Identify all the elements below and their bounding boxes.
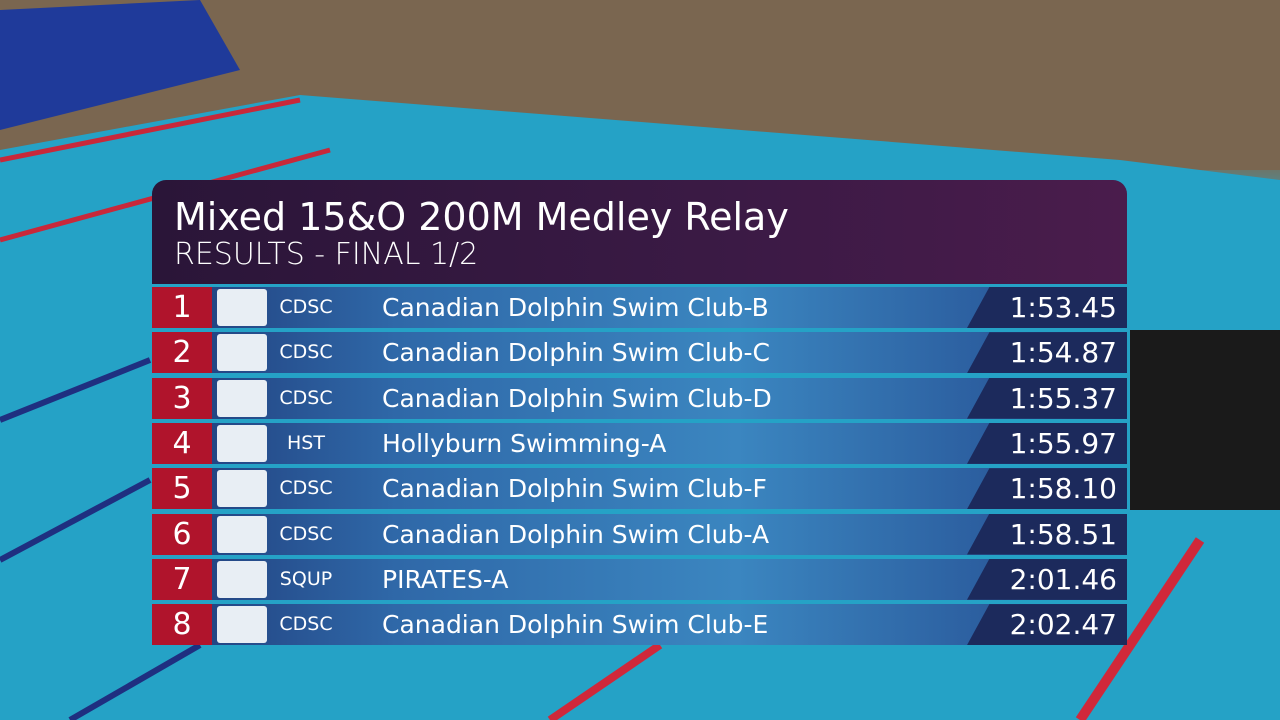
team-name: Hollyburn Swimming-A: [382, 428, 667, 458]
club-logo: [217, 515, 267, 553]
time: 1:53.45: [1009, 291, 1117, 324]
time-cell: [967, 468, 1127, 510]
header: Mixed 15&O 200M Medley Relay RESULTS - F…: [152, 180, 1127, 284]
result-row: 7 SQUP PIRATES-A 2:01.46: [152, 558, 1127, 600]
team-name: Canadian Dolphin Swim Club-D: [382, 383, 772, 413]
club-code: SQUP: [279, 567, 333, 590]
club-code: CDSC: [279, 613, 333, 636]
lane-rope: [547, 641, 663, 720]
club-code: CDSC: [279, 522, 333, 545]
time: 1:58.51: [1009, 517, 1117, 551]
team-name: Canadian Dolphin Swim Club-B: [382, 293, 769, 322]
lane-rope: [0, 357, 152, 423]
time-cell: [967, 604, 1127, 646]
rank: 1: [152, 287, 212, 328]
club-logo: [217, 289, 267, 326]
time: 1:54.87: [1009, 336, 1117, 370]
time-cell: [967, 422, 1127, 464]
lane-rope: [0, 477, 152, 563]
result-row: 3 CDSC Canadian Dolphin Swim Club-D 1:55.37: [152, 377, 1127, 419]
club-code: CDSC: [279, 341, 333, 364]
result-row: 8 CDSC Canadian Dolphin Swim Club-E 2:02.47: [152, 604, 1127, 646]
club-code: HST: [287, 431, 325, 454]
time: 1:55.97: [1009, 426, 1117, 460]
club-logo: [217, 606, 267, 644]
club-logo: [217, 334, 267, 372]
result-row: 2 CDSC Canadian Dolphin Swim Club-C 1:54.87: [152, 332, 1127, 374]
time-cell: [967, 332, 1127, 374]
rank: 2: [152, 332, 212, 374]
time-cell: [967, 513, 1127, 555]
time-cell: [967, 287, 1127, 328]
time: 2:01.46: [1009, 562, 1117, 596]
club-logo: [217, 424, 267, 462]
title: Mixed 15&O 200M Medley Relay: [174, 195, 789, 239]
rank: 3: [152, 377, 212, 419]
bleachers: [0, 0, 240, 130]
rank: 8: [152, 604, 212, 646]
team-name: Canadian Dolphin Swim Club-E: [382, 610, 769, 640]
lane-rope: [1075, 537, 1205, 720]
result-row: 4 HST Hollyburn Swimming-A 1:55.97: [152, 422, 1127, 464]
club-logo: [217, 379, 267, 417]
team-name: Canadian Dolphin Swim Club-A: [382, 519, 770, 549]
subtitle: RESULTS - FINAL 1/2: [174, 237, 479, 272]
team-name: PIRATES-A: [382, 564, 509, 594]
time: 2:02.47: [1009, 608, 1117, 642]
time: 1:55.37: [1009, 381, 1117, 415]
club-code: CDSC: [279, 477, 333, 500]
time-cell: [967, 558, 1127, 600]
club-logo: [217, 560, 267, 598]
result-row: 6 CDSC Canadian Dolphin Swim Club-A 1:58.51: [152, 513, 1127, 555]
result-row: 5 CDSC Canadian Dolphin Swim Club-F 1:58.10: [152, 468, 1127, 510]
results-panel: Mixed 15&O 200M Medley Relay RESULTS - F…: [152, 180, 1127, 646]
time-cell: [967, 377, 1127, 419]
lane-rope: [68, 642, 202, 720]
time: 1:58.10: [1009, 472, 1117, 506]
lane-rope: [0, 97, 301, 163]
club-code: CDSC: [279, 296, 333, 318]
result-row: 1 CDSC Canadian Dolphin Swim Club-B 1:53.45: [152, 287, 1127, 328]
deck-mat: [1130, 330, 1280, 510]
rank: 7: [152, 558, 212, 600]
rank: 6: [152, 513, 212, 555]
rank: 4: [152, 422, 212, 464]
club-code: CDSC: [279, 386, 333, 409]
rank: 5: [152, 468, 212, 510]
club-logo: [217, 470, 267, 508]
team-name: Canadian Dolphin Swim Club-F: [382, 474, 767, 504]
team-name: Canadian Dolphin Swim Club-C: [382, 338, 770, 368]
